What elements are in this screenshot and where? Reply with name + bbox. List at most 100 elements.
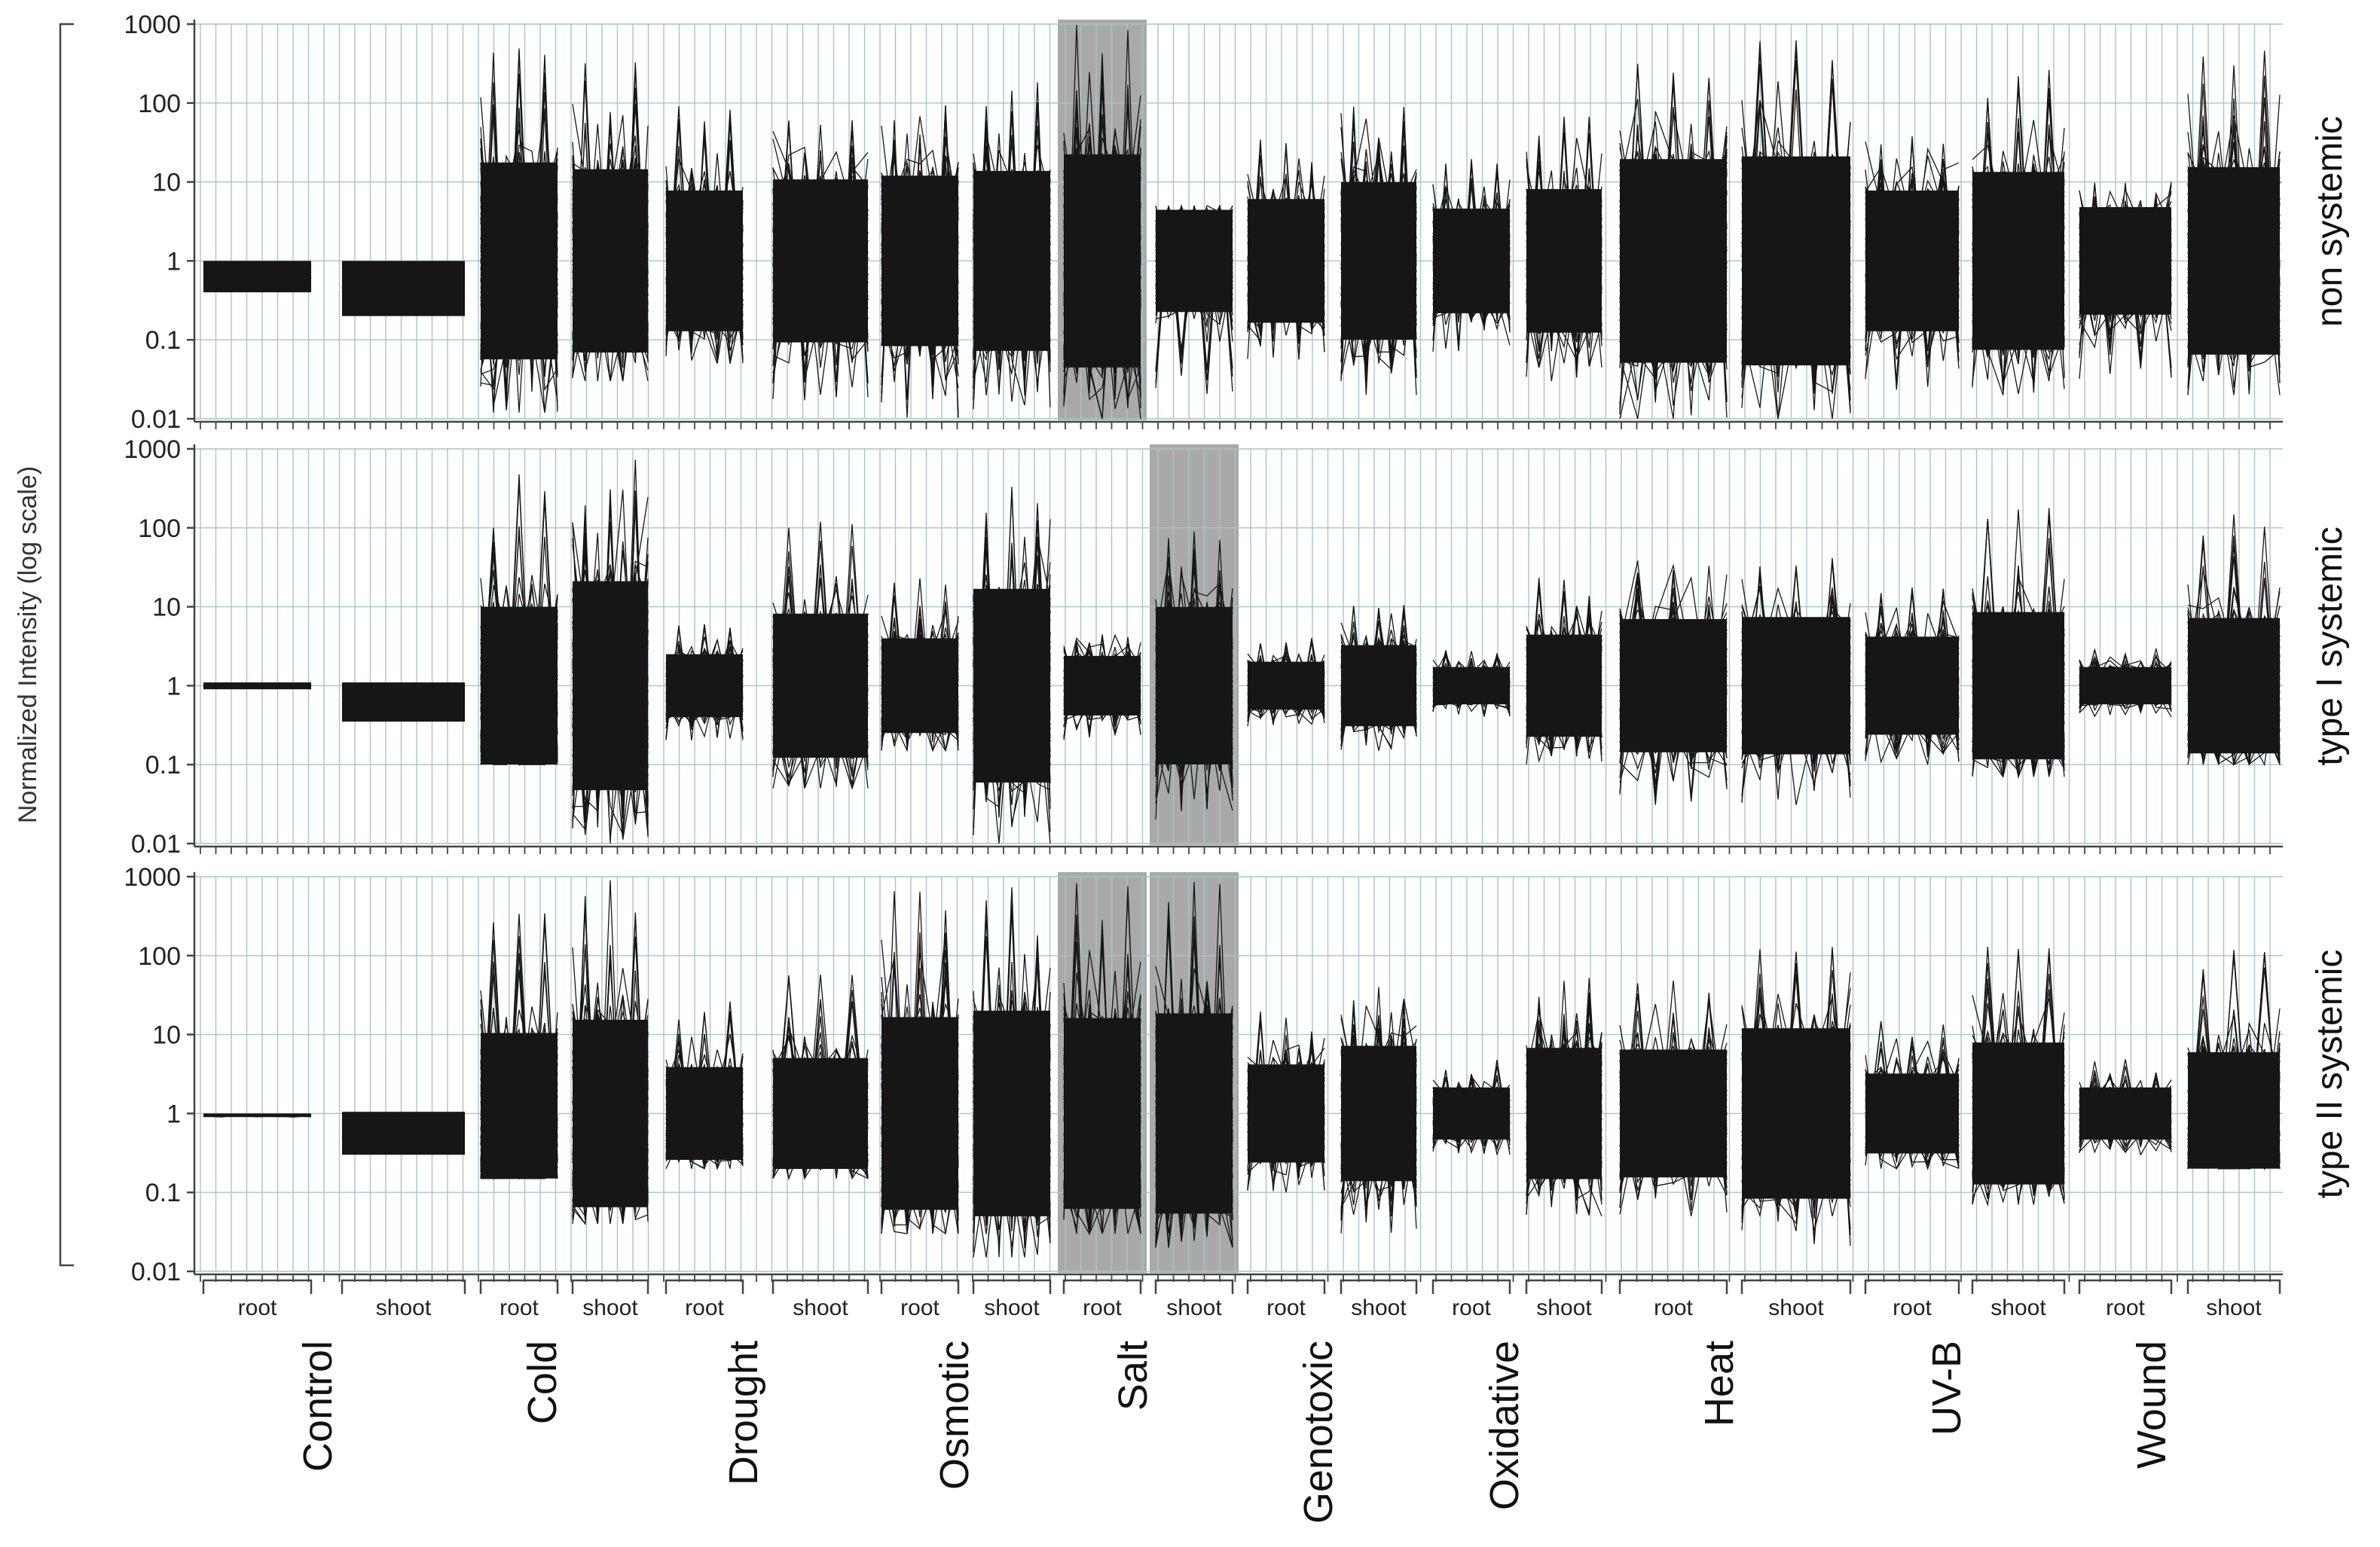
series-line [1865, 1039, 1960, 1158]
tissue-label: root [685, 1295, 724, 1320]
series-group-osmotic-root [881, 891, 959, 1235]
series-group-drought-shoot [772, 120, 869, 401]
series-line [1972, 87, 2065, 359]
series-line [973, 487, 1051, 828]
tissue-label: root [2106, 1295, 2145, 1320]
series-line [881, 910, 959, 1224]
tissue-label: shoot [376, 1295, 432, 1320]
tissue-bracket [771, 1279, 869, 1294]
series-core [203, 682, 311, 690]
series-group-genotoxic-root [1247, 139, 1325, 360]
tissue-bracket [479, 1279, 559, 1294]
series-line [1340, 987, 1417, 1215]
tissue-bracket [2186, 1279, 2281, 1294]
series-core [2079, 667, 2171, 705]
series-group-genotoxic-root [1247, 638, 1325, 727]
series-line [665, 109, 744, 354]
series-core [1248, 199, 1324, 323]
series-line [1432, 159, 1511, 351]
series-group-control-root [203, 261, 312, 293]
series-line [881, 582, 959, 749]
y-tick-label: 10 [152, 169, 181, 197]
tissue-bracket [2078, 1279, 2173, 1294]
series-group-salt-shoot [1155, 203, 1233, 395]
tissue-bracket [1525, 1279, 1603, 1294]
series-core [2079, 1087, 2171, 1140]
series-core [1064, 154, 1141, 368]
series-group-wound-shoot [2187, 514, 2281, 767]
series-line [480, 921, 558, 1174]
series-core [773, 1057, 868, 1170]
series-group-cold-shoot [572, 459, 649, 844]
series-core [1341, 1045, 1416, 1182]
series-group-heat-root [1619, 980, 1728, 1216]
tissue-label: shoot [1990, 1295, 2046, 1320]
series-group-uv-b-root [1865, 1021, 1960, 1171]
tissue-bracket [1618, 1279, 1728, 1294]
series-line [1972, 509, 2065, 770]
panel-label: type I systemic [2310, 526, 2350, 765]
series-line [1741, 557, 1851, 803]
tissue-bracket [665, 1279, 744, 1294]
series-group-genotoxic-root [1247, 1011, 1325, 1193]
series-line [1340, 611, 1417, 746]
y-tick-label: 0.1 [145, 751, 181, 780]
series-line [1526, 116, 1602, 362]
y-tick-label: 0.1 [145, 1179, 181, 1207]
series-line [1865, 1021, 1960, 1158]
series-group-heat-shoot [1741, 557, 1851, 805]
series-core [1742, 617, 1850, 755]
series-line [881, 584, 959, 750]
series-line [1972, 97, 2065, 393]
series-line [2079, 648, 2172, 715]
series-line [1155, 538, 1233, 811]
tissue-label: shoot [793, 1295, 848, 1320]
series-line [1865, 587, 1960, 754]
axes-layer [59, 20, 2283, 1294]
series-line [1155, 882, 1233, 1245]
series-line [572, 69, 649, 360]
y-tick-label: 0.01 [131, 830, 181, 859]
series-core [1433, 208, 1510, 313]
series-core [1526, 189, 1602, 333]
series-line [1619, 983, 1728, 1211]
stress-label: UV-B [1924, 1341, 1969, 1436]
series-group-osmotic-shoot [973, 487, 1051, 844]
series-group-genotoxic-shoot [1340, 987, 1417, 1234]
series-core [1972, 172, 2064, 350]
series-core [973, 1010, 1050, 1216]
stress-label: Drought [721, 1341, 766, 1485]
tissue-bracket [880, 1279, 960, 1294]
series-line [1741, 561, 1851, 798]
stress-label: Cold [520, 1341, 565, 1424]
tissue-label: shoot [1536, 1295, 1592, 1320]
series-core [1433, 1087, 1510, 1140]
series-line [973, 113, 1051, 400]
series-group-oxidative-shoot [1526, 578, 1602, 765]
ylabel-bracket [59, 23, 74, 1267]
series-group-uv-b-shoot [1972, 946, 2065, 1207]
y-tick-label: 1 [167, 1100, 181, 1128]
series-line [572, 896, 649, 1224]
series-line [772, 545, 869, 787]
y-tick-label: 100 [138, 90, 181, 118]
series-line [1972, 948, 2065, 1201]
series-group-control-root [203, 1113, 312, 1118]
series-line [1155, 911, 1233, 1246]
y-tick-label: 0.01 [131, 1258, 181, 1286]
series-line [572, 80, 649, 351]
series-line [572, 490, 649, 822]
series-group-osmotic-shoot [973, 887, 1051, 1258]
series-line [1526, 136, 1602, 378]
series-core [1865, 636, 1959, 735]
tissue-label: shoot [2206, 1295, 2262, 1320]
series-line [1526, 1007, 1602, 1214]
series-core [1064, 1018, 1141, 1210]
series-layer [203, 25, 2281, 1258]
tissue-label: root [900, 1295, 939, 1320]
series-line [2187, 535, 2281, 758]
series-core [973, 170, 1050, 351]
series-core [573, 1019, 648, 1207]
tissue-label: root [1452, 1295, 1491, 1320]
series-line [1619, 575, 1728, 795]
